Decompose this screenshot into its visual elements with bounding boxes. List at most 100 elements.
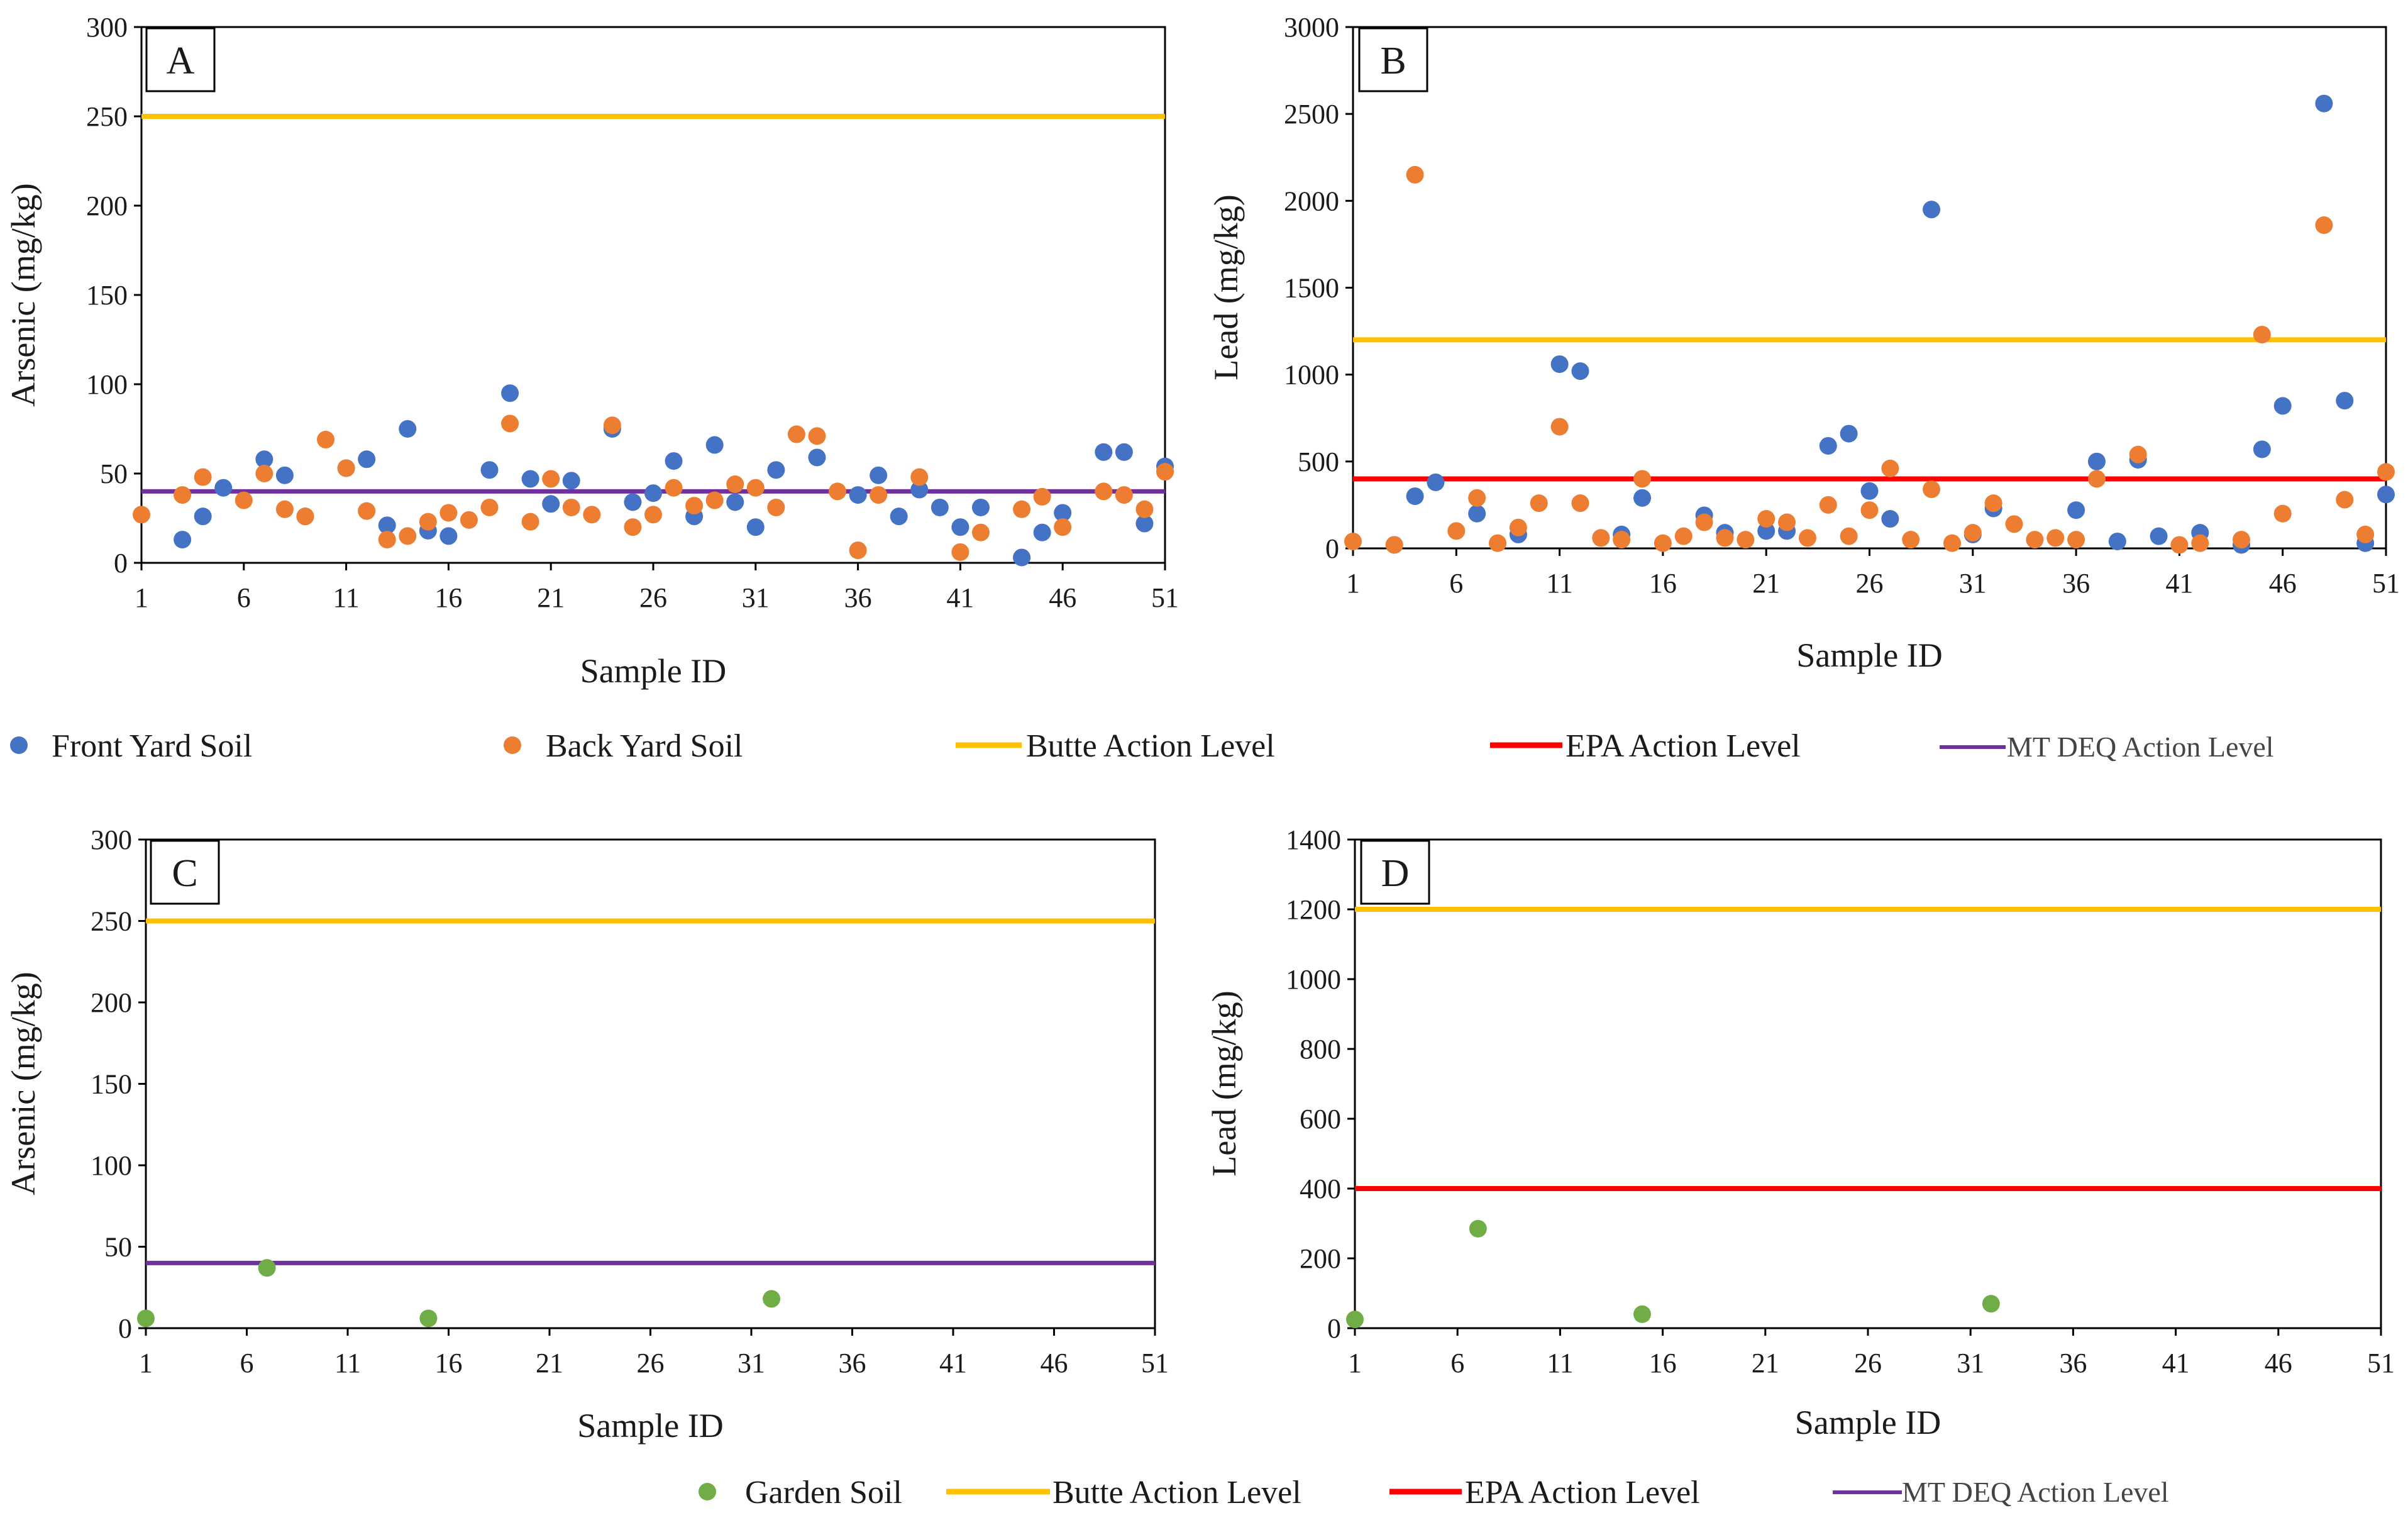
back-point-a — [971, 523, 990, 541]
front-point-b — [2377, 485, 2395, 504]
back-point-a — [1033, 487, 1051, 506]
front-point-a — [214, 479, 233, 497]
x-tick-label-b: 51 — [2372, 568, 2400, 599]
back-point-b — [2232, 531, 2250, 549]
front-point-a — [542, 495, 560, 513]
back-point-b — [1984, 494, 2002, 513]
y-tick-label-b: 1000 — [1284, 360, 1339, 391]
front-point-b — [1819, 436, 1837, 455]
front-point-a — [890, 507, 908, 526]
back-point-b — [2026, 531, 2044, 549]
x-tick-label-d: 21 — [1752, 1348, 1779, 1378]
x-tick-label-b: 41 — [2165, 568, 2193, 599]
y-tick-label-c: 0 — [118, 1313, 132, 1344]
back-point-a — [174, 486, 192, 504]
front-point-a — [480, 461, 499, 479]
y-tick-label-c: 100 — [91, 1150, 132, 1181]
front-point-a — [1135, 514, 1154, 533]
panel-letter-frame-d — [1360, 840, 1430, 905]
legend-top: Front Yard Soil Back Yard Soil Butte Act… — [10, 728, 2274, 764]
back-point-a — [829, 482, 847, 501]
back-point-b — [1633, 470, 1652, 488]
back-point-a — [1095, 482, 1113, 501]
back-point-a — [275, 500, 294, 518]
back-point-b — [1550, 418, 1569, 436]
back-point-a — [419, 513, 437, 531]
back-point-b — [1881, 459, 1899, 477]
x-tick-label-c: 1 — [139, 1348, 153, 1378]
front-point-a — [358, 450, 376, 469]
x-tick-label-a: 6 — [237, 582, 251, 613]
y-tick-label-a: 250 — [86, 101, 128, 132]
back-point-b — [1447, 522, 1466, 540]
front-point-a — [931, 498, 949, 516]
legend-epa-label-2: EPA Action Level — [1465, 1475, 1700, 1511]
front-point-b — [1757, 522, 1776, 540]
y-tick-label-a: 200 — [86, 191, 128, 221]
front-point-b — [2336, 392, 2354, 410]
back-point-a — [951, 543, 969, 561]
y-axis-label-a: Arsenic (mg/kg) — [4, 183, 42, 406]
x-tick-label-a: 26 — [639, 582, 667, 613]
x-tick-label-d: 11 — [1547, 1348, 1573, 1378]
x-tick-label-d: 51 — [2367, 1348, 2395, 1378]
front-point-a — [174, 531, 192, 549]
y-tick-label-d: 0 — [1327, 1313, 1341, 1344]
front-point-b — [2087, 452, 2106, 470]
x-tick-label-c: 21 — [536, 1348, 563, 1378]
x-tick-label-a: 51 — [1151, 582, 1179, 613]
back-point-a — [399, 527, 417, 545]
front-point-a — [521, 470, 539, 488]
garden-point-d — [1469, 1219, 1487, 1238]
back-point-a — [746, 479, 765, 497]
back-point-b — [1798, 529, 1816, 547]
panel-letter-box-d: D — [1360, 840, 1430, 905]
x-tick-label-a: 1 — [135, 582, 148, 613]
back-point-a — [726, 475, 744, 494]
front-point-b — [1427, 473, 1445, 491]
back-point-a — [460, 511, 478, 529]
back-point-a — [1013, 500, 1031, 518]
y-tick-label-c: 200 — [91, 987, 132, 1018]
back-point-a — [358, 502, 376, 520]
back-point-b — [1778, 513, 1796, 531]
x-tick-label-d: 6 — [1450, 1348, 1464, 1378]
garden-point-d — [1346, 1311, 1364, 1329]
y-tick-label-c: 50 — [104, 1232, 132, 1263]
x-tick-label-a: 36 — [844, 582, 872, 613]
y-tick-label-a: 100 — [86, 369, 128, 400]
back-point-a — [501, 414, 519, 433]
back-point-b — [2046, 529, 2065, 547]
back-point-b — [2356, 525, 2375, 543]
back-point-b — [1819, 496, 1837, 514]
garden-point-d — [1633, 1305, 1651, 1323]
y-axis-label-b: Lead (mg/kg) — [1207, 194, 1245, 380]
front-point-b — [2067, 501, 2085, 519]
y-tick-label-d: 600 — [1300, 1104, 1341, 1134]
x-tick-label-a: 31 — [742, 582, 770, 613]
back-point-a — [133, 506, 150, 524]
back-point-b — [2087, 470, 2106, 488]
back-point-b — [1530, 494, 1548, 513]
garden-point-c — [419, 1309, 438, 1328]
back-point-b — [1385, 536, 1403, 554]
garden-point-c — [258, 1259, 276, 1277]
y-tick-label-b: 500 — [1298, 446, 1339, 477]
legend-front-marker — [10, 736, 28, 754]
legend-front-label: Front Yard Soil — [52, 728, 252, 764]
front-point-a — [767, 461, 785, 479]
front-point-a — [644, 484, 662, 502]
back-point-a — [296, 507, 314, 526]
back-point-a — [644, 506, 662, 524]
y-tick-label-d: 800 — [1300, 1034, 1341, 1065]
back-point-a — [194, 468, 212, 486]
x-axis-label-d: Sample ID — [1795, 1404, 1941, 1441]
y-tick-label-d: 200 — [1300, 1243, 1341, 1274]
panel-letter-c: C — [172, 852, 197, 895]
x-tick-label-d: 46 — [2265, 1348, 2292, 1378]
garden-point-d — [1982, 1295, 2000, 1313]
back-point-b — [2253, 326, 2271, 344]
x-tick-label-c: 41 — [939, 1348, 967, 1378]
